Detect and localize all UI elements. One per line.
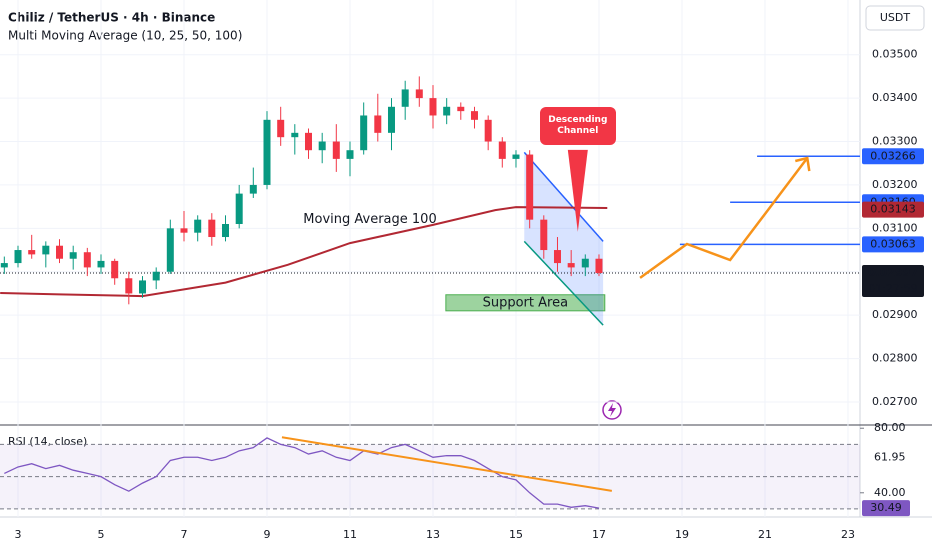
candle-body <box>152 271 160 281</box>
last-price-label: 0.02997 <box>868 266 918 279</box>
candle-body <box>553 250 561 264</box>
candle-body <box>166 228 174 272</box>
candle-body <box>346 150 354 159</box>
y-tick-label: 0.02900 <box>872 308 918 321</box>
candle-body <box>111 260 119 279</box>
x-tick-label: 7 <box>181 528 188 541</box>
chart-title: Chiliz / TetherUS · 4h · Binance <box>8 11 215 25</box>
y-tick-label: 0.03500 <box>872 48 918 61</box>
candle-body <box>304 132 312 151</box>
rsi-tick-label: 80.00 <box>874 421 906 434</box>
candle-body <box>277 119 285 138</box>
price-label-box <box>862 236 924 253</box>
candle-body <box>125 278 133 294</box>
last-price-box <box>862 265 924 298</box>
price-label: 0.03266 <box>870 149 916 162</box>
candle-body <box>318 141 326 151</box>
x-tick-label: 9 <box>263 528 270 541</box>
candle-body <box>97 260 105 268</box>
price-label: 0.03143 <box>870 203 916 216</box>
rsi-line <box>4 437 600 509</box>
candle-body <box>208 219 216 238</box>
rsi-trendline <box>281 436 613 492</box>
candle-body <box>457 106 465 112</box>
currency: USDT <box>880 11 911 24</box>
candle-body <box>56 245 64 259</box>
candle-body <box>69 252 77 259</box>
candle-body <box>581 258 589 268</box>
rsi-title: RSI (14, close) <box>8 435 87 448</box>
channel-upper <box>523 151 604 242</box>
candle-body <box>401 89 409 107</box>
candle-body <box>512 154 520 159</box>
candle-body <box>415 89 423 99</box>
x-tick-label: 17 <box>592 528 606 541</box>
alert-icon-bolt <box>608 403 616 417</box>
candle-body <box>28 250 36 255</box>
candle-body <box>540 219 548 251</box>
x-tick-label: 13 <box>426 528 440 541</box>
candle-body <box>374 115 382 133</box>
y-tick-label: 0.02700 <box>872 395 918 408</box>
candle-body <box>263 119 271 185</box>
x-tick-label: 3 <box>15 528 22 541</box>
chart-subtitle: Multi Moving Average (10, 25, 50, 100) <box>8 29 242 43</box>
candle-body <box>526 154 534 220</box>
candle-body <box>429 98 437 116</box>
rsi-last-label: 30.49 <box>870 501 902 514</box>
support-area <box>445 294 606 312</box>
y-tick-label: 0.02800 <box>872 352 918 365</box>
candle-body <box>221 224 229 238</box>
x-tick-label: 15 <box>509 528 523 541</box>
candle-body <box>484 119 492 142</box>
candle-body <box>0 263 8 268</box>
price-label-box <box>862 148 924 165</box>
support-area-label: Support Area <box>483 295 568 310</box>
y-tick-label: 0.03200 <box>872 178 918 191</box>
callout-pointer <box>567 149 588 232</box>
projection-line <box>639 157 809 279</box>
currency-button[interactable] <box>865 5 925 31</box>
candle-body <box>83 252 91 268</box>
y-tick-label: 0.03300 <box>872 135 918 148</box>
candle-body <box>470 111 478 120</box>
price-label: 0.03063 <box>870 237 916 250</box>
x-tick-label: 5 <box>98 528 105 541</box>
candle-body <box>42 245 50 255</box>
x-tick-label: 19 <box>675 528 689 541</box>
rsi-ma-label: 61.95 <box>874 450 906 463</box>
price-label-box <box>862 201 924 218</box>
y-tick-label: 0.03400 <box>872 91 918 104</box>
candle-body <box>249 184 257 194</box>
ma-label: Moving Average 100 <box>303 212 436 227</box>
candle-body <box>387 106 395 133</box>
x-tick-label: 23 <box>841 528 855 541</box>
candle-body <box>235 193 243 225</box>
candle-body <box>332 141 340 159</box>
channel-lower <box>523 240 604 326</box>
candle-body <box>14 250 22 264</box>
candle-body <box>498 141 506 159</box>
candle-body <box>180 228 188 233</box>
candle-body <box>194 219 202 233</box>
y-tick-label: 0.03100 <box>872 221 918 234</box>
channel-fill <box>524 152 604 326</box>
projection-arrow <box>794 156 811 172</box>
rsi-tick-label: 40.00 <box>874 486 906 499</box>
countdown: 01:27:59 <box>868 282 917 295</box>
callout: Descending Channel <box>539 106 616 145</box>
candle-body <box>567 263 575 268</box>
x-tick-label: 21 <box>758 528 772 541</box>
rsi-last-box <box>862 500 910 517</box>
candle-body <box>291 132 299 138</box>
candle-body <box>595 258 603 274</box>
candle-body <box>360 115 368 151</box>
candle-body <box>443 106 451 116</box>
candle-body <box>139 280 147 294</box>
x-tick-label: 11 <box>343 528 357 541</box>
